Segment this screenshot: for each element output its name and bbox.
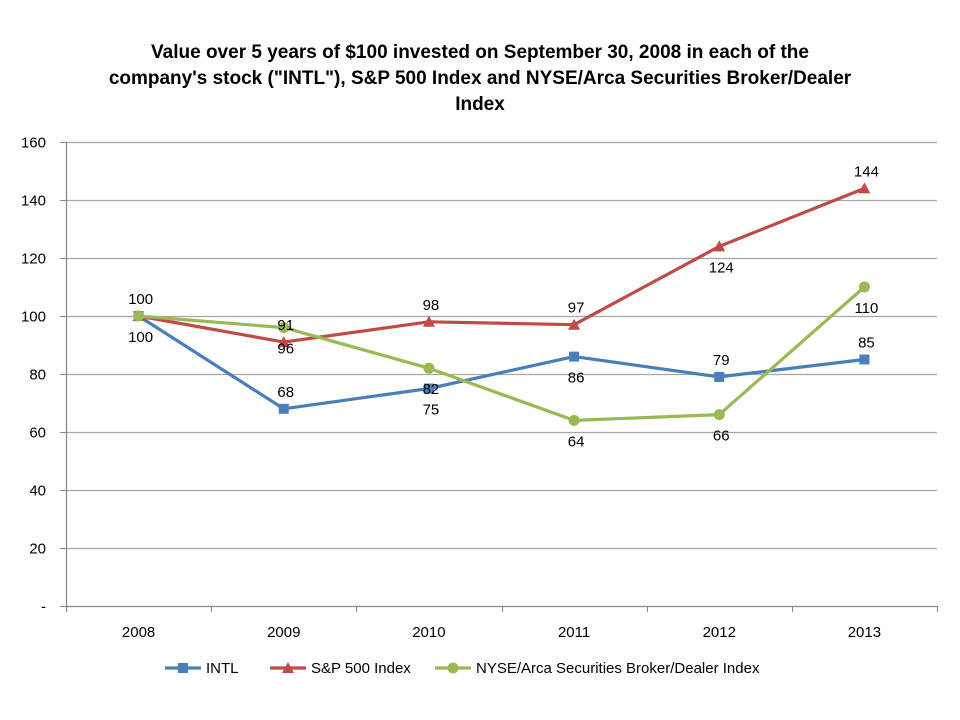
marker-triangle [282,662,294,673]
series-s-p-500-index [132,182,871,348]
legend-label: S&P 500 Index [311,660,411,677]
x-tick-label: 2008 [122,624,155,641]
marker-triangle [568,318,581,330]
x-tick-label: 2012 [703,624,736,641]
marker-circle [568,414,580,426]
x-tick-label: 2010 [412,624,445,641]
gridlines [66,141,937,550]
chart-title: Value over 5 years of $100 invested on S… [109,42,852,115]
legend: INTL S&P 500 Index NYSE/Arca Securities Br… [165,660,760,677]
marker-square [859,354,870,365]
legend-item: NYSE/Arca Securities Broker/Dealer Index [435,660,760,677]
marker-circle [447,662,459,674]
data-label: 110 [854,300,878,317]
series-line [136,314,867,411]
marker-triangle [422,315,435,327]
marker-circle [858,281,870,293]
data-label: 96 [277,341,294,358]
marker-square [278,403,289,414]
data-label: 85 [858,335,875,352]
data-label: 97 [568,300,585,317]
marker-square [178,663,188,673]
y-tick-label: 160 [21,135,46,152]
legend-item: S&P 500 Index [270,660,411,677]
data-label: 64 [568,433,585,450]
marker-circle [713,409,725,421]
data-label: 144 [854,163,879,180]
y-tick-label: - [41,599,46,616]
x-axis-ticks: 2008 2009 2010 2011 2012 2013 [66,606,938,641]
marker-triangle [713,240,726,252]
y-tick-label: 40 [29,483,46,500]
marker-square [714,371,725,382]
marker-square [423,383,434,394]
y-axis-ticks: - 20 40 60 80 100 120 140 160 [21,135,66,616]
series-line [136,186,867,344]
y-tick-label: 60 [29,425,46,442]
y-tick-label: 80 [29,367,46,384]
data-label: 100 [128,291,153,308]
marker-circle [423,362,435,374]
x-tick-label: 2009 [267,624,300,641]
series-intl [133,311,870,414]
marker-triangle [277,336,290,348]
data-label: 66 [713,428,730,445]
data-label: 82 [423,381,440,398]
legend-label: INTL [206,660,239,677]
series-nyse-arca-securities-broker-dealer-index [133,281,870,426]
data-labels: 68 75 86 79 85 100 91 98 97 124 144 100 96 82 64 66 110 [128,163,879,450]
marker-square [569,351,580,362]
data-label: 100 [128,329,153,346]
series-group [132,182,871,426]
legend-label: NYSE/Arca Securities Broker/Dealer Index [476,660,760,677]
y-tick-label: 140 [21,193,46,210]
data-label: 124 [709,259,734,276]
data-label: 91 [277,317,294,334]
chart-title-line-3: Index [455,94,505,115]
data-label: 98 [423,297,440,314]
chart-title-line-1: Value over 5 years of $100 invested on S… [151,42,809,63]
chart-title-line-2: company's stock ("INTL"), S&P 500 Index … [109,68,852,89]
marker-circle [133,310,145,322]
y-tick-label: 100 [21,309,46,326]
legend-item: INTL [165,660,239,677]
y-tick-label: 20 [29,541,46,558]
data-label: 86 [568,370,585,387]
marker-circle [278,322,290,334]
x-tick-label: 2011 [558,624,590,641]
data-label: 68 [277,384,294,401]
data-label: 79 [713,352,730,369]
marker-triangle [858,182,871,194]
x-tick-label: 2013 [848,624,881,641]
series-line [136,285,867,422]
data-label: 75 [423,402,440,419]
y-tick-label: 120 [21,251,46,268]
